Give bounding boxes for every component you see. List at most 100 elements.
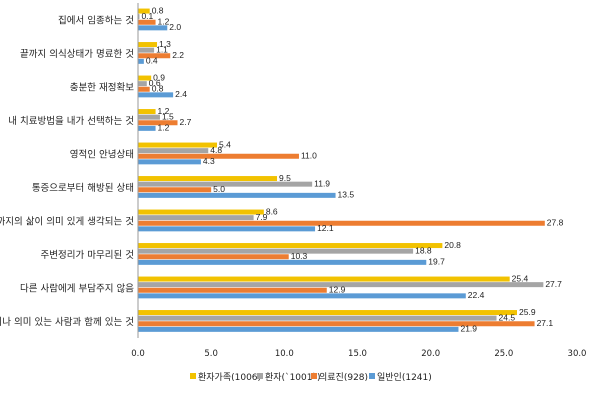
bar bbox=[138, 259, 427, 265]
bar bbox=[138, 8, 150, 14]
bar bbox=[138, 47, 155, 53]
bar bbox=[138, 53, 171, 59]
data-label: 1.2 bbox=[158, 123, 170, 133]
data-label: 2.7 bbox=[180, 117, 192, 127]
data-label: 2.0 bbox=[169, 22, 181, 32]
category-label: 내 치료방법을 내가 선택하는 것 bbox=[8, 115, 134, 127]
data-label: 10.3 bbox=[291, 251, 308, 261]
bar bbox=[138, 120, 178, 126]
bar bbox=[138, 86, 150, 92]
category-label: 통증으로부터 해방된 상태 bbox=[32, 182, 134, 194]
data-label: 4.3 bbox=[203, 156, 215, 166]
data-label: 11.0 bbox=[301, 151, 317, 161]
data-label: 12.1 bbox=[317, 223, 334, 233]
data-label: 13.5 bbox=[338, 190, 355, 200]
x-tick-label: 5.0 bbox=[204, 349, 218, 359]
x-tick-label: 15.0 bbox=[348, 349, 367, 359]
bar bbox=[138, 192, 336, 198]
bar bbox=[138, 215, 254, 221]
bar bbox=[138, 248, 414, 254]
bar bbox=[138, 81, 147, 87]
bar bbox=[138, 125, 156, 131]
x-axis: 0.0 5.0 10.0 15.0 20.0 25.0 30.0 bbox=[131, 349, 586, 359]
data-label: 7.9 bbox=[256, 212, 268, 222]
data-label: 0.8 bbox=[152, 5, 164, 15]
x-tick-label: 30.0 bbox=[568, 349, 587, 359]
category-label: 영적인 안녕상태 bbox=[70, 148, 134, 160]
data-label: 1.2 bbox=[158, 106, 170, 116]
data-label: 1.3 bbox=[159, 39, 171, 49]
bar bbox=[138, 293, 466, 299]
bar bbox=[138, 92, 174, 98]
bar bbox=[138, 310, 518, 316]
bar bbox=[138, 19, 156, 25]
legend-label: 환자가족(1006) bbox=[198, 371, 261, 383]
category-label: 주변정리가 마무리된 것 bbox=[41, 249, 134, 261]
x-tick-label: 25.0 bbox=[494, 349, 513, 359]
data-label: 0.4 bbox=[146, 56, 158, 66]
bar bbox=[138, 282, 544, 288]
data-label: 9.5 bbox=[279, 173, 291, 183]
bars-layer: 0.80.11.22.01.31.12.20.40.90.60.82.41.21… bbox=[138, 5, 564, 334]
data-label: 22.4 bbox=[468, 290, 485, 300]
bar bbox=[138, 148, 209, 154]
bar bbox=[138, 58, 144, 64]
bar bbox=[138, 181, 313, 187]
data-label: 25.9 bbox=[519, 307, 536, 317]
bar bbox=[138, 209, 264, 215]
bar bbox=[138, 321, 535, 327]
data-label: 0.8 bbox=[152, 84, 164, 94]
data-label: 25.4 bbox=[512, 273, 529, 283]
x-tick-label: 0.0 bbox=[131, 349, 145, 359]
data-label: 2.4 bbox=[175, 89, 187, 99]
legend: 환자가족(1006) 환자(`1001`)의료진(928) 일반인(1241) bbox=[190, 371, 432, 383]
data-label: 5.0 bbox=[213, 184, 225, 194]
data-label: 2.2 bbox=[172, 50, 184, 60]
bar bbox=[138, 187, 212, 193]
legend-swatch bbox=[311, 373, 317, 379]
data-label: 11.9 bbox=[314, 178, 330, 188]
data-label: 12.9 bbox=[329, 285, 346, 295]
x-tick-label: 10.0 bbox=[275, 349, 294, 359]
bar bbox=[138, 243, 443, 249]
bar bbox=[138, 159, 201, 165]
data-label: 27.1 bbox=[537, 318, 554, 328]
bar bbox=[138, 176, 278, 182]
data-label: 5.4 bbox=[219, 139, 231, 149]
legend-label: 의료진(928) bbox=[319, 372, 368, 383]
legend-label: 환자(`1001`) bbox=[265, 371, 321, 383]
data-label: 1.5 bbox=[162, 111, 174, 121]
data-label: 27.8 bbox=[547, 218, 564, 228]
legend-swatch bbox=[369, 373, 375, 379]
data-label: 0.9 bbox=[153, 72, 165, 82]
data-label: 1.2 bbox=[158, 17, 170, 27]
category-label: 충분한 재정확보 bbox=[70, 81, 134, 93]
bar bbox=[138, 25, 168, 31]
data-label: 27.7 bbox=[545, 279, 562, 289]
bar bbox=[138, 254, 289, 260]
data-label: 4.8 bbox=[210, 145, 222, 155]
category-label: 가족이나 의미 있는 사람과 함께 있는 것 bbox=[0, 316, 134, 328]
data-label: 0.6 bbox=[149, 78, 161, 88]
bar bbox=[138, 153, 299, 159]
legend-swatch bbox=[190, 373, 196, 379]
bar bbox=[138, 276, 510, 282]
bar bbox=[138, 326, 459, 332]
data-label: 8.6 bbox=[266, 206, 278, 216]
data-label: 20.8 bbox=[444, 240, 461, 250]
bar bbox=[138, 75, 152, 81]
bar bbox=[138, 114, 160, 120]
bar bbox=[138, 14, 140, 20]
bar bbox=[138, 109, 156, 115]
x-tick-label: 20.0 bbox=[421, 349, 440, 359]
legend-swatch bbox=[257, 373, 263, 379]
category-label: 지금까지의 삶이 의미 있게 생각되는 것 bbox=[0, 215, 134, 227]
data-label: 21.9 bbox=[460, 324, 477, 334]
legend-label: 일반인(1241) bbox=[377, 372, 432, 383]
bar bbox=[138, 42, 158, 48]
bar bbox=[138, 226, 316, 232]
data-label: 1.1 bbox=[156, 44, 168, 54]
bar bbox=[138, 287, 327, 293]
